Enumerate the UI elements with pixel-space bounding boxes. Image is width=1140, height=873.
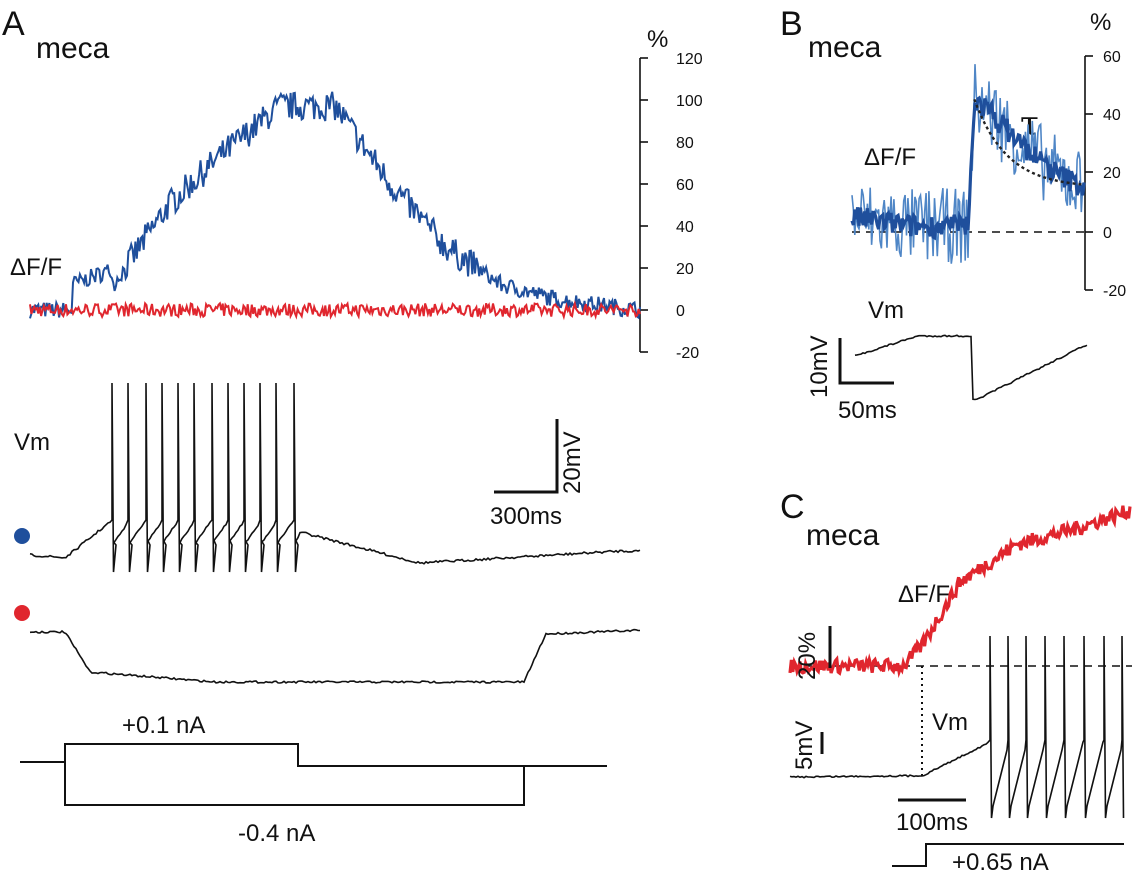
panel-a-df-blue-trace: [29, 91, 641, 320]
panel-c-current-label: +0.65 nA: [952, 849, 1049, 873]
a-tick-20: 20: [676, 261, 694, 278]
panel-a-blue-marker: [14, 528, 30, 544]
panel-a-scale-bar: 20mV 300ms: [490, 419, 586, 530]
panel-c-sub: meca: [806, 519, 880, 552]
panel-b-vm-trace: [854, 334, 1088, 401]
panel-b-sub: meca: [808, 31, 882, 64]
panel-a-sub: meca: [36, 32, 110, 65]
a-tick-120: 120: [676, 51, 703, 68]
panel-a-current-protocol: +0.1 nA -0.4 nA: [20, 712, 607, 847]
a-tick-neg20: -20: [676, 345, 699, 362]
panel-c-df-trace: [788, 505, 1132, 679]
panel-c-df-label: ΔF/F: [898, 581, 950, 608]
a-tick-60: 60: [676, 177, 694, 194]
a-tick-0: 0: [676, 303, 685, 320]
b-tick-60: 60: [1103, 49, 1121, 66]
panel-b-scale-mv: 10mV: [806, 335, 833, 398]
panel-c-letter: C: [780, 488, 805, 526]
a-tick-40: 40: [676, 219, 694, 236]
panel-a-scale-ms: 300ms: [490, 503, 562, 530]
panel-a-vm-label: Vm: [14, 429, 50, 456]
b-tick-neg20: -20: [1103, 283, 1126, 300]
panel-a-df-red-trace: [29, 300, 641, 321]
panel-c-vm-trace: [789, 635, 1125, 819]
panel-b-df-label: ΔF/F: [864, 144, 916, 171]
panel-b-scale-bar: 10mV 50ms: [806, 335, 897, 424]
panel-c-scale-ms: 100ms: [896, 809, 968, 836]
panel-b-tau-fit: [973, 98, 1083, 186]
panel-b-y-axis: 60 40 20 0 -20: [1084, 49, 1126, 300]
panel-b-pct-unit: %: [1090, 9, 1111, 36]
panel-c-current-protocol: +0.65 nA: [892, 843, 1124, 873]
panel-a-scale-mv: 20mV: [559, 431, 586, 494]
panel-a-vm-hyperpol-trace: [29, 628, 640, 685]
panel-b-letter: B: [780, 5, 803, 43]
panel-c-scale-mv: 5mV: [791, 721, 818, 770]
panel-a-red-marker: [14, 605, 30, 621]
panel-a-y-axis: 120 100 80 60 40 20 0 -20: [639, 51, 703, 362]
panel-a-current-pos: +0.1 nA: [122, 712, 205, 739]
a-tick-100: 100: [676, 93, 703, 110]
panel-c-scale-bars: 20% 5mV 100ms: [791, 626, 968, 836]
panel-a-letter: A: [2, 5, 25, 43]
panel-a-vm-spiking-trace: [29, 382, 641, 573]
panel-c-scale-pct: 20%: [794, 632, 821, 680]
panel-b-df-raw-trace: [851, 64, 1085, 264]
b-tick-40: 40: [1103, 107, 1121, 124]
panel-a-df-label: ΔF/F: [10, 254, 62, 281]
b-tick-20: 20: [1103, 165, 1121, 182]
panel-a-current-neg: -0.4 nA: [238, 820, 315, 847]
b-tick-0: 0: [1103, 225, 1112, 242]
panel-b-df-smoothed-trace: [850, 95, 1086, 241]
panel-a-pct-unit: %: [647, 26, 668, 53]
panel-b-vm-label: Vm: [868, 297, 904, 324]
a-tick-80: 80: [676, 135, 694, 152]
panel-c-vm-label: Vm: [932, 709, 968, 736]
panel-b-scale-ms: 50ms: [838, 397, 897, 424]
